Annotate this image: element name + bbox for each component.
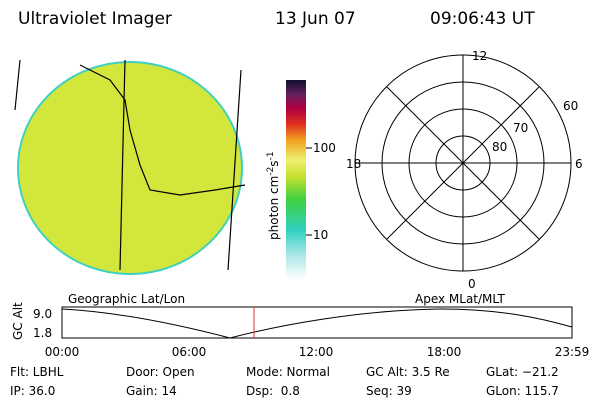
date: 13 Jun 07: [275, 9, 356, 29]
time-label: 23:59: [555, 345, 590, 359]
orbit-axis-label: GC Alt: [11, 302, 25, 340]
orbit-y-label: 1.8: [33, 326, 52, 340]
info-field: GC Alt: 3.5 Re: [366, 365, 450, 379]
lat-label: 60: [563, 99, 578, 113]
colorbar-tick-label: 100: [313, 141, 336, 155]
mlt-label: 12: [472, 49, 487, 63]
info-field: IP: 36.0: [10, 384, 55, 398]
time-label: 12:00: [299, 345, 334, 359]
info-field: Flt: LBHL: [10, 365, 64, 379]
time-label: 00:00: [45, 345, 80, 359]
colorbar: [286, 80, 306, 280]
info-field: Seq: 39: [366, 384, 412, 398]
mlt-label: 6: [575, 157, 583, 171]
info-field: GLat: −21.2: [486, 365, 559, 379]
time-label: 06:00: [172, 345, 207, 359]
orbit-left-title: Geographic Lat/Lon: [68, 292, 185, 306]
mlt-label: 18: [346, 157, 361, 171]
orbit-box: [61, 306, 573, 339]
lat-label: 70: [513, 121, 528, 135]
orbit-curve: [61, 308, 573, 339]
orbit-right-title: Apex MLat/MLT: [415, 292, 505, 306]
mlt-label: 0: [468, 277, 476, 291]
colorbar-label: photon cm-2s-1: [266, 151, 281, 240]
instrument: Ultraviolet Imager: [18, 9, 172, 29]
info-field: Dsp: 0.8: [246, 384, 300, 398]
info-field: GLon: 115.7: [486, 384, 559, 398]
info-field: Door: Open: [126, 365, 195, 379]
info-field: Gain: 14: [126, 384, 177, 398]
orbit-y-label: 9.0: [33, 307, 52, 321]
time: 09:06:43 UT: [430, 9, 535, 29]
time-label: 18:00: [427, 345, 462, 359]
lat-label: 80: [492, 140, 507, 154]
polar-grid: [354, 54, 572, 272]
uv-image: [14, 59, 246, 275]
colorbar-tick-label: 10: [313, 228, 328, 242]
info-field: Mode: Normal: [246, 365, 330, 379]
